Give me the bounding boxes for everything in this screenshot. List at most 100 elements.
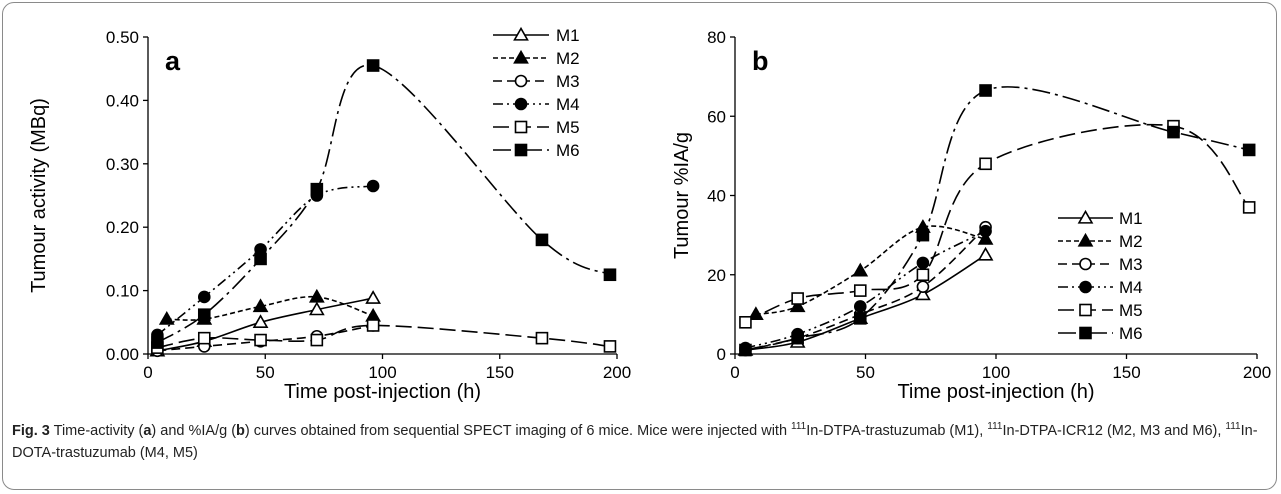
data-point-M6 (979, 84, 992, 97)
series-line-M6 (745, 86, 1250, 351)
x-axis-title: Time post-injection (h) (897, 381, 1094, 403)
data-point-M6 (1242, 143, 1256, 157)
y-tick-label: 0 (717, 345, 726, 364)
data-point-M2 (158, 311, 175, 325)
data-point-M6 (254, 252, 267, 266)
y-tick-label: 0.50 (106, 28, 139, 47)
data-point-M5 (310, 333, 324, 347)
legend-marker-M3 (1079, 257, 1092, 271)
x-tick-label: 50 (856, 363, 875, 382)
data-point-M2 (748, 306, 764, 321)
caption-text: In-DTPA-trastuzumab (M1), (806, 422, 988, 439)
legend-label-M5: M5 (1119, 301, 1143, 320)
series-line-M2 (166, 295, 374, 321)
data-point-M5 (1242, 201, 1256, 214)
data-point-M1 (915, 286, 931, 301)
data-point-M5 (535, 331, 549, 345)
legend: M1 M2 M3 M4 M5 M6 (1058, 209, 1143, 343)
legend-label-M1: M1 (556, 26, 580, 45)
panel-letter: b (752, 46, 769, 76)
data-point-M2 (852, 262, 869, 277)
series-line-M4 (745, 230, 986, 349)
legend-label-M4: M4 (1119, 278, 1143, 297)
data-point-M6 (535, 233, 549, 247)
data-point-M3 (916, 280, 930, 293)
y-tick-label: 60 (707, 107, 726, 126)
data-point-M5 (979, 157, 992, 171)
y-axis-title: Tumour %IA/g (671, 132, 693, 259)
x-tick-label: 150 (1112, 363, 1140, 382)
legend: M1 M2 M3 M4 M5 M6 (493, 26, 580, 160)
data-point-M2 (252, 298, 269, 313)
data-point-M5 (366, 319, 380, 332)
legend-label-M6: M6 (556, 141, 580, 160)
legend-label-M4: M4 (556, 95, 580, 114)
legend-marker-M6 (1079, 326, 1092, 340)
data-point-M1 (252, 314, 269, 328)
series-M6 (739, 84, 1256, 357)
series-M1 (737, 246, 994, 356)
data-point-M4 (197, 290, 211, 304)
data-point-M5 (916, 268, 930, 282)
legend-label-M1: M1 (1119, 209, 1143, 228)
data-point-M4 (366, 179, 380, 193)
y-tick-label: 0.10 (106, 282, 139, 301)
series-line-M1 (745, 254, 986, 351)
data-point-M6 (603, 268, 617, 282)
data-point-M2 (977, 230, 994, 245)
x-tick-label: 200 (1243, 363, 1271, 382)
data-point-M5 (791, 292, 804, 305)
data-point-M4 (916, 256, 930, 270)
legend-marker-M2 (513, 49, 529, 64)
x-tick-label: 50 (256, 363, 275, 382)
x-axis-title: Time post-injection (h) (284, 381, 481, 403)
chart-panel-a: 0.00 0.10 0.20 0.30 0.40 0.50 0 50 100 150 200 Time… (28, 26, 631, 403)
caption-text: 111 (987, 421, 1003, 432)
data-point-M1 (365, 290, 381, 304)
legend-marker-M1 (513, 26, 529, 41)
figure-caption: Fig. 3 Time-activity (a) and %IA/g (b) c… (12, 416, 1270, 464)
data-point-M5 (853, 284, 867, 297)
legend-marker-M4 (514, 97, 528, 111)
data-point-M2 (789, 298, 806, 313)
legend-marker-M2 (1077, 232, 1094, 247)
caption-text: In-DTPA-ICR12 (M2, M3 and M6), (1002, 422, 1226, 439)
x-tick-label: 100 (368, 363, 396, 382)
legend-label-M5: M5 (556, 118, 580, 137)
data-point-M6 (1167, 125, 1180, 139)
y-tick-label: 0.30 (106, 155, 139, 174)
y-tick-label: 0.00 (106, 345, 139, 364)
data-point-M5 (603, 340, 617, 353)
data-point-M6 (197, 308, 211, 321)
data-point-M4 (979, 224, 992, 238)
caption-text: Time-activity ( (49, 422, 144, 439)
data-point-M6 (310, 182, 324, 196)
y-axis-title: Tumour activity (MBq) (28, 98, 50, 293)
caption-text: 111 (1225, 421, 1241, 432)
y-tick-label: 20 (707, 266, 726, 285)
data-point-M5 (197, 331, 211, 345)
x-tick-label: 100 (982, 363, 1010, 382)
data-point-M6 (151, 336, 164, 349)
series-line-M5 (745, 123, 1250, 324)
legend-marker-M3 (514, 74, 528, 88)
y-tick-label: 0.20 (106, 218, 139, 237)
legend-marker-M5 (514, 120, 528, 134)
data-point-M4 (853, 300, 867, 313)
figure-charts: 0.000.100.200.300.400.500 50 100 150 200Time… (28, 26, 1271, 403)
caption-text: a (143, 422, 152, 439)
legend-label-M3: M3 (556, 72, 580, 91)
series-M2 (748, 219, 994, 321)
chart-panel-b: 0 20 40 60 80 0 50 100 150 200 Time post-injection… (671, 28, 1271, 403)
caption-text: ) curves obtained from sequential SPECT … (244, 422, 792, 439)
series-line-M6 (156, 64, 611, 344)
x-tick-label: 0 (143, 363, 152, 382)
legend-marker-M4 (1079, 280, 1092, 294)
legend-marker-M6 (514, 143, 528, 157)
data-point-M2 (308, 288, 325, 303)
data-point-M2 (365, 307, 381, 322)
data-point-M5 (254, 333, 267, 347)
y-tick-label: 0.40 (106, 91, 139, 110)
data-point-M1 (308, 301, 325, 316)
